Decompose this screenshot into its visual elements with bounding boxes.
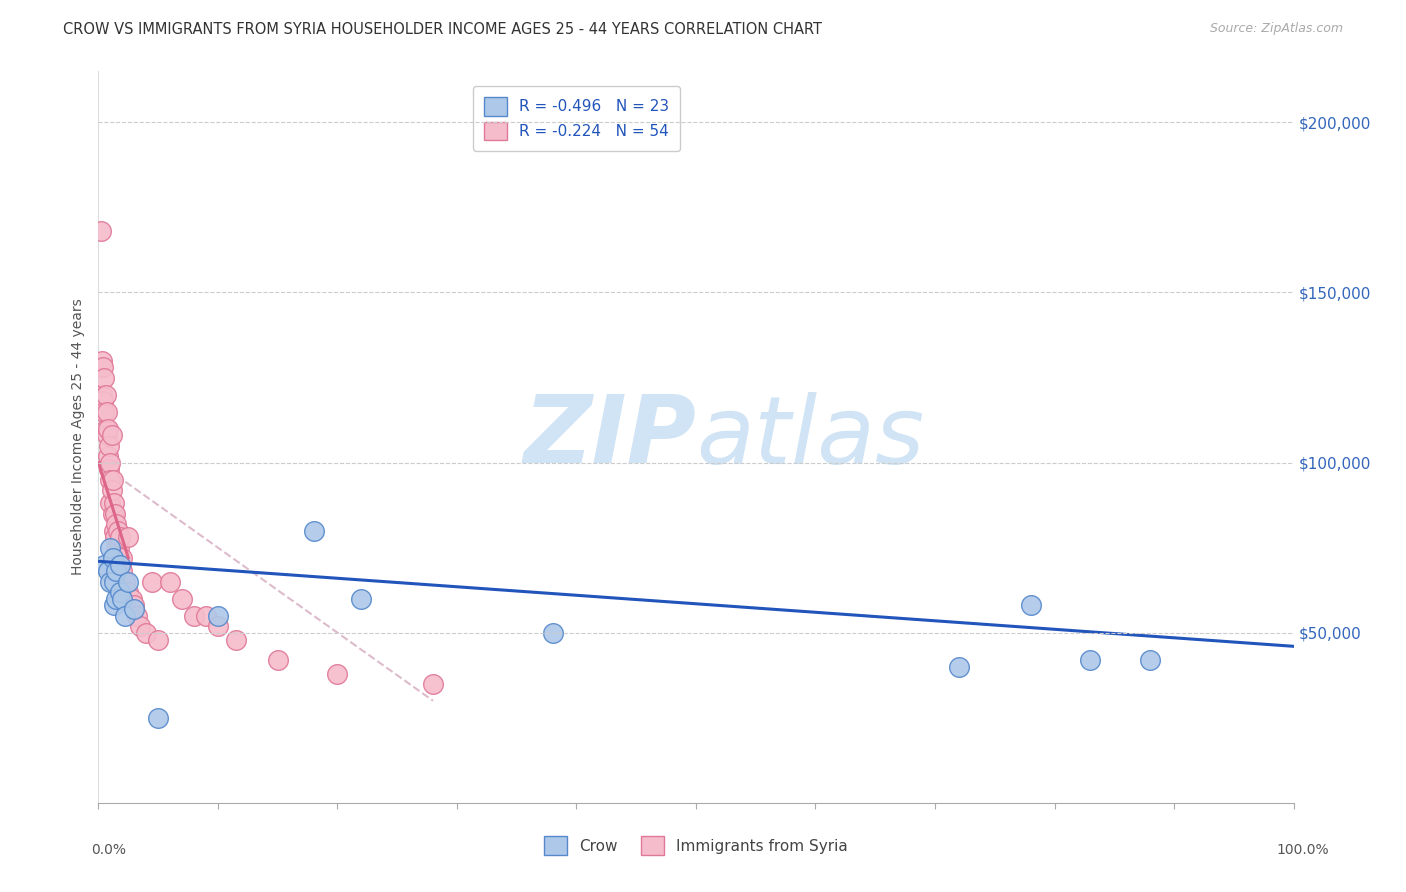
Point <box>108 585 131 599</box>
Point <box>97 565 120 579</box>
Point <box>93 370 115 384</box>
Point <box>111 565 134 579</box>
Point <box>104 531 127 545</box>
Point <box>91 360 114 375</box>
Text: CROW VS IMMIGRANTS FROM SYRIA HOUSEHOLDER INCOME AGES 25 - 44 YEARS CORRELATION : CROW VS IMMIGRANTS FROM SYRIA HOUSEHOLDE… <box>63 22 823 37</box>
Point <box>105 591 128 606</box>
Point <box>107 550 129 565</box>
Point <box>195 608 218 623</box>
Point <box>111 550 134 565</box>
Point <box>124 602 146 616</box>
Point <box>105 516 128 531</box>
Point <box>96 404 118 418</box>
Point <box>124 599 146 613</box>
Point <box>110 558 132 572</box>
Point <box>98 496 122 510</box>
Point <box>94 421 117 435</box>
Point <box>98 462 121 476</box>
Text: atlas: atlas <box>696 392 924 483</box>
Text: 0.0%: 0.0% <box>91 843 127 857</box>
Point <box>114 574 136 589</box>
Point <box>129 619 152 633</box>
Point <box>207 608 229 623</box>
Point <box>91 387 114 401</box>
Point <box>98 439 121 453</box>
Point <box>107 541 129 555</box>
Point <box>108 531 131 545</box>
Point <box>114 608 136 623</box>
Text: 100.0%: 100.0% <box>1277 843 1329 857</box>
Point <box>541 625 564 640</box>
Point <box>159 574 181 589</box>
Point <box>326 666 349 681</box>
Point <box>225 632 247 647</box>
Point <box>183 608 205 623</box>
Point <box>1019 599 1042 613</box>
Point <box>121 591 143 606</box>
Point <box>98 456 122 470</box>
Text: ZIP: ZIP <box>523 391 696 483</box>
Point <box>96 428 118 442</box>
Point <box>105 565 128 579</box>
Point <box>105 541 128 555</box>
Point <box>172 591 194 606</box>
Point <box>267 653 290 667</box>
Point <box>141 574 163 589</box>
Point <box>107 524 129 538</box>
Point <box>93 404 115 418</box>
Point <box>125 608 148 623</box>
Point <box>103 524 125 538</box>
Text: Source: ZipAtlas.com: Source: ZipAtlas.com <box>1209 22 1343 36</box>
Point <box>111 591 134 606</box>
Point <box>91 394 114 409</box>
Point <box>135 625 157 640</box>
Point <box>103 599 125 613</box>
Point <box>98 473 122 487</box>
Point <box>350 591 373 606</box>
Legend: Crow, Immigrants from Syria: Crow, Immigrants from Syria <box>538 830 853 861</box>
Point <box>302 524 325 538</box>
Y-axis label: Householder Income Ages 25 - 44 years: Householder Income Ages 25 - 44 years <box>70 299 84 575</box>
Point <box>100 428 122 442</box>
Point <box>422 677 444 691</box>
Point <box>948 659 970 673</box>
Point <box>148 632 170 647</box>
Point <box>97 421 120 435</box>
Point <box>101 550 124 565</box>
Point <box>108 558 131 572</box>
Point <box>98 541 122 555</box>
Point <box>91 353 114 368</box>
Point <box>101 473 124 487</box>
Point <box>97 449 120 463</box>
Point <box>117 574 139 589</box>
Point <box>117 585 139 599</box>
Point <box>1139 653 1161 667</box>
Point <box>94 387 117 401</box>
Point <box>101 507 124 521</box>
Point <box>103 574 125 589</box>
Point <box>93 558 115 572</box>
Point <box>1080 653 1102 667</box>
Point <box>104 507 127 521</box>
Point <box>207 619 229 633</box>
Point <box>103 496 125 510</box>
Point <box>148 711 170 725</box>
Point <box>90 224 112 238</box>
Point <box>100 483 122 497</box>
Point <box>117 531 139 545</box>
Point <box>98 574 122 589</box>
